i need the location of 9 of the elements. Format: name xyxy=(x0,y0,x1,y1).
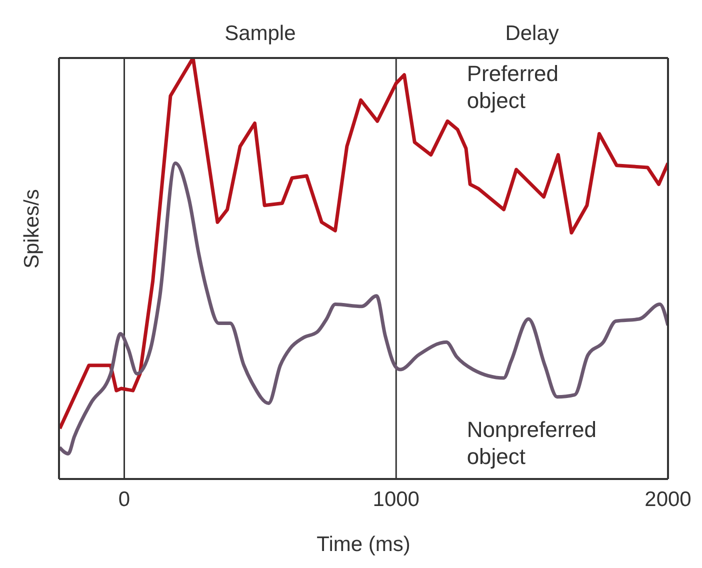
y-axis-title: Spikes/s xyxy=(20,189,44,268)
x-tick-label: 1000 xyxy=(372,488,420,511)
x-tick-label: 2000 xyxy=(644,488,692,511)
x-tick-label: 0 xyxy=(118,488,130,511)
text: Sample xyxy=(224,22,296,45)
series-label: Nonpreferred object xyxy=(466,416,596,469)
text: Delay xyxy=(505,22,560,45)
series-label: Preferred object xyxy=(466,61,559,114)
x-axis-title: Time (ms) xyxy=(316,533,410,556)
